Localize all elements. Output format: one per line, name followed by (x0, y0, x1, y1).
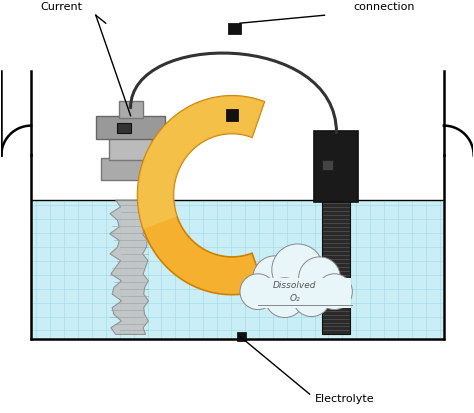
Bar (117, 123, 131, 133)
Bar (96, 116, 165, 139)
Circle shape (253, 256, 297, 300)
Polygon shape (260, 265, 303, 307)
Bar (101, 159, 160, 181)
Circle shape (272, 244, 324, 296)
Bar (109, 137, 153, 161)
Polygon shape (109, 201, 148, 335)
Bar (321, 161, 334, 171)
Polygon shape (137, 97, 264, 230)
Bar (258, 278, 351, 308)
Bar (118, 102, 143, 119)
Bar (237, 332, 246, 342)
Bar (32, 201, 443, 339)
Circle shape (265, 278, 305, 318)
Circle shape (317, 274, 352, 310)
Circle shape (240, 274, 276, 310)
Text: O₂: O₂ (289, 293, 300, 302)
Text: Dissolved: Dissolved (273, 280, 317, 290)
Bar (226, 109, 238, 121)
Text: Current: Current (40, 2, 82, 12)
Circle shape (299, 257, 340, 299)
Polygon shape (137, 97, 264, 295)
Circle shape (292, 279, 330, 317)
Text: connection: connection (354, 2, 415, 12)
Bar (314, 131, 358, 203)
Text: Electrolyte: Electrolyte (315, 393, 374, 403)
Bar (321, 201, 350, 335)
Bar (228, 24, 241, 35)
